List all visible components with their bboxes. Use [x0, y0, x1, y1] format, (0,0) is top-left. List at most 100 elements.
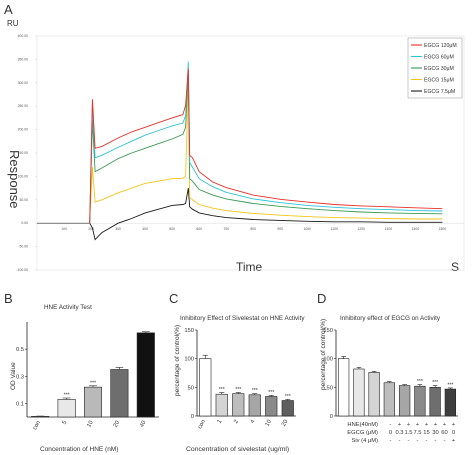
- sensorgram-x-tick-label: 700: [223, 227, 229, 231]
- bar: [281, 400, 294, 417]
- x-tick-label: con: [197, 419, 207, 430]
- x-tick-label: 10: [86, 420, 94, 429]
- condition-cell: 7.5: [413, 430, 421, 436]
- sensorgram-x-tick-label: 200: [88, 227, 94, 231]
- condition-cell: +: [398, 422, 402, 428]
- sensorgram-y-tick-label: 400.00: [18, 34, 28, 38]
- sensorgram-legend-label: EGCG 60μM: [424, 54, 454, 60]
- condition-cell: 60: [441, 430, 447, 436]
- sensorgram-series-line: [89, 73, 443, 224]
- bar: [199, 358, 212, 417]
- condition-row-label: EGCG (μM): [347, 430, 378, 436]
- sensorgram-xunit: S: [451, 260, 459, 274]
- bar: [337, 358, 350, 417]
- sensorgram-x-tick-label: 500: [169, 227, 175, 231]
- y-tick-label: 50: [327, 385, 333, 391]
- panel-letter-a: A: [4, 2, 13, 17]
- bar: [398, 385, 411, 417]
- sivelestat-xlabel: Concentration of sivelestat (ug/ml): [186, 446, 289, 453]
- sensorgram-x-tick-label: 800: [250, 227, 256, 231]
- sensorgram-y-tick-label: 50.00: [20, 198, 29, 202]
- bar: [368, 372, 380, 417]
- egcg-title: Inhibitory effect of EGCG on Activity: [340, 315, 441, 322]
- significance-mark: ***: [90, 380, 96, 386]
- hne-activity-ylabel: OD Value: [10, 362, 17, 390]
- egcg-ylabel: percentage of control(%): [320, 319, 327, 390]
- significance-mark: ***: [235, 387, 241, 393]
- condition-cell: 0.3: [395, 430, 403, 436]
- sensorgram-x-tick-label: 400: [142, 227, 148, 231]
- condition-cell: +: [452, 422, 456, 428]
- sivelestat-plot-area: 0 50 100 150 con *** 1 *** 2 *** 4 *** 10 *** 20: [184, 328, 296, 430]
- bar: [414, 385, 426, 417]
- y-tick-label: 150: [323, 328, 333, 334]
- sensorgram-unit-label: RU: [7, 19, 19, 28]
- condition-cell: 15: [423, 430, 429, 436]
- bar: [83, 386, 103, 418]
- condition-cell: +: [434, 422, 438, 428]
- y-tick-label: 150: [184, 328, 194, 334]
- y-tick-label: 0: [330, 414, 333, 420]
- condition-cell: 1.5: [404, 430, 412, 436]
- sensorgram-ylabel: Response: [7, 150, 22, 209]
- sensorgram-legend-label: EGCG 15μM: [424, 77, 454, 83]
- bar: [215, 393, 228, 417]
- condition-cell: +: [407, 422, 411, 428]
- x-tick-label: 4: [250, 418, 257, 424]
- bar: [31, 416, 50, 418]
- sensorgram-y-tick-label: 150.00: [18, 151, 28, 155]
- y-tick-label: 0: [191, 414, 194, 420]
- sensorgram-y-tick-label: 250.00: [18, 104, 28, 108]
- sensorgram-x-tick-label: 1500: [439, 227, 447, 231]
- sensorgram-y-tick-label: 350.00: [18, 57, 28, 61]
- sensorgram-y-tick-label: 300.00: [18, 81, 28, 85]
- sensorgram-y-tick-label: -50.00: [18, 245, 28, 249]
- sensorgram-legend: EGCG 120μM EGCG 60μM EGCG 30μM EGCG 15μM EGC…: [407, 37, 463, 99]
- condition-cell: -: [435, 438, 437, 444]
- x-tick-label: 40: [139, 420, 147, 429]
- condition-cell: +: [443, 422, 447, 428]
- sensorgram-series-line: [89, 82, 443, 224]
- bar: [136, 332, 155, 418]
- hne-activity-title: HNE Activity Test: [44, 304, 92, 311]
- sensorgram-x-tick-label: 100: [61, 227, 67, 231]
- significance-mark: ***: [219, 387, 225, 393]
- sensorgram-xlabel: Time: [236, 260, 263, 274]
- sensorgram-x-tick-label: 1300: [385, 227, 393, 231]
- condition-cell: -: [444, 438, 446, 444]
- significance-mark: ***: [252, 388, 258, 394]
- x-tick-label: 20: [113, 420, 121, 429]
- sensorgram-x-tick-label: 1000: [303, 227, 311, 231]
- sensorgram-y-tick-label: 100.00: [18, 174, 28, 178]
- hne-activity-xlabel: Concentration of HNE (nM): [40, 446, 118, 453]
- y-tick-label: 50: [188, 385, 194, 391]
- sivelestat-title: Inhibitory Effect of Sivelestat on HNE A…: [180, 315, 305, 322]
- condition-cell: -: [408, 438, 410, 444]
- x-tick-label: con: [32, 420, 42, 431]
- x-tick-label: 5: [62, 420, 69, 426]
- condition-cell: -: [390, 422, 392, 428]
- y-tick-label: 0.1: [16, 401, 24, 407]
- condition-cell: -: [426, 438, 428, 444]
- significance-mark: ***: [417, 379, 423, 385]
- sensorgram-y-tick-label: 200.00: [18, 128, 28, 132]
- sensorgram-x-tick-label: 1200: [358, 227, 366, 231]
- y-tick-label: 0.3: [16, 374, 24, 380]
- sensorgram-y-tick-label: -100.00: [17, 268, 29, 272]
- bar: [232, 393, 245, 417]
- sensorgram-y-tick-label: 0.00: [21, 221, 28, 225]
- y-tick-label: 100: [184, 357, 194, 363]
- significance-mark: ***: [432, 380, 438, 386]
- x-tick-label: 1: [217, 419, 224, 425]
- bar: [265, 396, 278, 417]
- y-tick-label: 100: [323, 357, 333, 363]
- condition-cell: +: [425, 422, 429, 428]
- bar: [110, 369, 129, 418]
- condition-cell: -: [390, 438, 392, 444]
- bar: [383, 382, 396, 417]
- condition-cell: +: [452, 438, 456, 444]
- sensorgram-plot-area: 400.00 350.00 300.00 250.00 200.00 150.00 100.…: [17, 34, 464, 272]
- sensorgram-series-line: [89, 68, 443, 224]
